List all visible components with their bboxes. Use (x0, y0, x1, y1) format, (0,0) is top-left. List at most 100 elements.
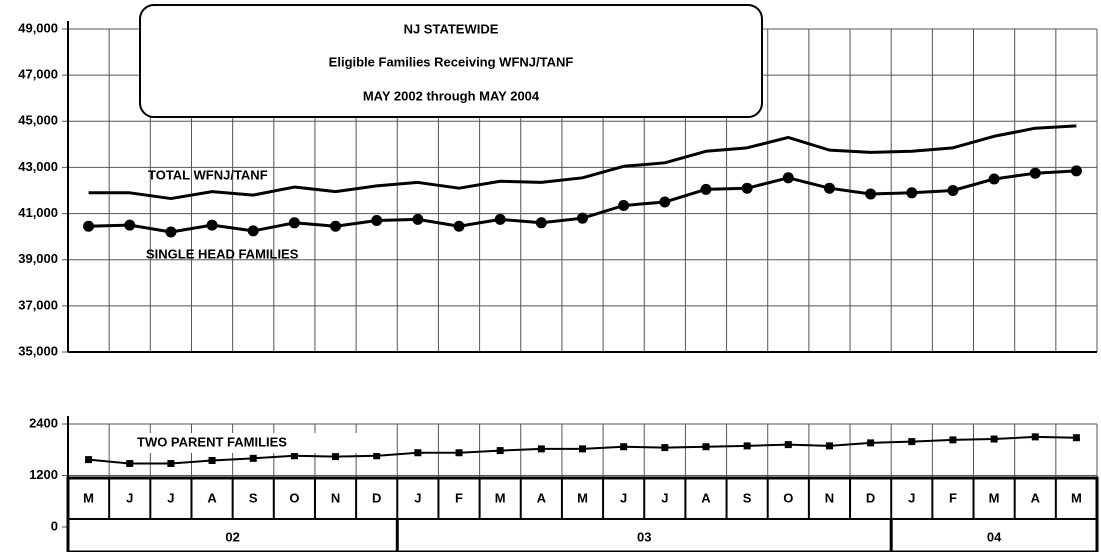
x-tick-label: M (577, 490, 588, 505)
x-tick-label: F (949, 490, 957, 505)
point (167, 459, 175, 467)
x-tick-label: D (866, 490, 875, 505)
point (494, 213, 506, 225)
point (1072, 434, 1080, 442)
point (661, 444, 669, 452)
label-bg (135, 433, 390, 453)
x-tick-label: A (1031, 490, 1041, 505)
year-label: 04 (987, 529, 1002, 544)
series-label: TOTAL WFNJ/TANF (148, 167, 268, 182)
point (453, 220, 465, 232)
x-tick-label: J (908, 490, 915, 505)
x-tick-label: M (989, 490, 1000, 505)
point (906, 187, 918, 199)
month-table (66, 476, 1099, 552)
point (371, 214, 383, 226)
point (249, 454, 257, 462)
point (782, 172, 794, 184)
y-tick-label: 41,000 (18, 205, 58, 220)
point (947, 185, 959, 196)
x-tick-label: J (126, 490, 133, 505)
point (659, 196, 671, 208)
point (330, 220, 342, 232)
y-tick-label: 35,000 (18, 343, 58, 358)
y-tick-label: 37,000 (18, 297, 58, 312)
y-tick-label: 1200 (29, 467, 58, 482)
point (702, 443, 710, 451)
y-tick-label: 2400 (29, 415, 58, 430)
x-tick-label: D (372, 490, 381, 505)
point (823, 182, 835, 194)
y-tick-label: 43,000 (18, 159, 58, 174)
x-tick-label: N (825, 490, 834, 505)
x-tick-label: J (661, 490, 668, 505)
y-tick-label: 0 (51, 518, 58, 533)
x-tick-label: M (495, 490, 506, 505)
title-box (139, 4, 763, 118)
point (537, 445, 545, 453)
point (455, 449, 463, 457)
x-tick-label: O (289, 490, 299, 505)
x-tick-label: M (83, 490, 94, 505)
point (290, 452, 298, 460)
point (949, 436, 957, 444)
point (1031, 433, 1039, 441)
point (247, 225, 259, 237)
point (496, 447, 504, 455)
x-tick-label: J (167, 490, 174, 505)
point (126, 459, 134, 467)
chart-title: NJ STATEWIDE (404, 21, 499, 36)
point (988, 173, 1000, 185)
point (288, 217, 300, 229)
series-line (88, 124, 1077, 201)
x-tick-label: S (249, 490, 258, 505)
chart-subtitle: Eligible Families Receiving WFNJ/TANF (329, 54, 574, 69)
chart-date-range: MAY 2002 through MAY 2004 (363, 88, 540, 103)
point (743, 442, 751, 450)
x-tick-label: S (743, 490, 752, 505)
x-tick-label: M (1071, 490, 1082, 505)
point (579, 445, 586, 453)
x-tick-label: O (783, 490, 793, 505)
x-tick-label: A (207, 490, 217, 505)
x-tick-label: A (537, 490, 547, 505)
point (373, 452, 381, 460)
point (990, 435, 998, 443)
point (620, 443, 628, 451)
series-label: TWO PARENT FAMILIES (137, 434, 287, 449)
point (741, 182, 753, 194)
point (577, 212, 588, 224)
y-tick-label: 39,000 (18, 251, 58, 266)
x-tick-label: A (701, 490, 711, 505)
point (206, 219, 218, 231)
x-tick-label: N (331, 490, 340, 505)
point (1029, 167, 1041, 179)
point (908, 438, 916, 446)
point (332, 453, 340, 461)
point (865, 188, 877, 200)
x-tick-label: F (455, 490, 463, 505)
year-label: 03 (637, 529, 651, 544)
point (85, 456, 93, 464)
point (208, 456, 216, 464)
point (618, 199, 630, 211)
y-tick-label: 45,000 (18, 113, 58, 128)
x-tick-label: J (620, 490, 627, 505)
point (700, 183, 712, 195)
point (412, 213, 424, 225)
point (414, 449, 422, 457)
year-label: 02 (225, 529, 239, 544)
point (124, 219, 136, 231)
point (867, 439, 875, 447)
y-tick-label: 47,000 (18, 67, 58, 82)
point (83, 220, 95, 232)
series-label: SINGLE HEAD FAMILIES (146, 246, 299, 261)
y-tick-label: 49,000 (18, 20, 58, 35)
point (1070, 165, 1082, 177)
x-tick-label: J (414, 490, 421, 505)
point (784, 441, 792, 449)
point (825, 442, 833, 450)
point (165, 226, 177, 238)
point (535, 217, 547, 229)
